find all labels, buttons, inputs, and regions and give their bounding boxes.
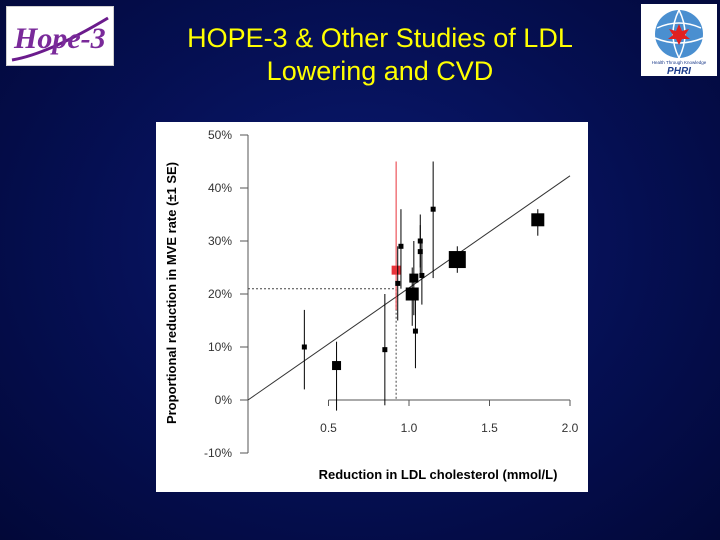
data-point-1: [301, 344, 307, 350]
y-axis-label: Proportional reduction in MVE rate (±1 S…: [164, 162, 179, 424]
data-point-5: [395, 280, 401, 286]
data-point-8: [409, 273, 419, 283]
data-point-15: [531, 213, 545, 227]
data-point-4: [391, 265, 401, 275]
maple-leaf-icon: [668, 24, 690, 45]
y-tick-label: 20%: [208, 287, 232, 301]
data-point-7: [405, 287, 419, 301]
x-tick-label: 1.0: [401, 421, 418, 435]
phri-tagline: Health Through Knowledge: [652, 60, 707, 65]
data-point-13: [430, 206, 436, 212]
hope3-logo-art: Hope-3: [11, 16, 109, 62]
title-line-1: HOPE-3 & Other Studies of LDL: [187, 23, 573, 53]
data-point-6: [398, 243, 404, 249]
x-tick-label: 1.5: [481, 421, 498, 435]
hope3-logo-text: Hope-3: [13, 22, 106, 55]
title-line-2: Lowering and CVD: [266, 56, 494, 86]
x-tick-label: 2.0: [562, 421, 579, 435]
data-point-9: [412, 328, 418, 334]
y-tick-label: 30%: [208, 234, 232, 248]
y-tick-label: -10%: [204, 446, 232, 460]
data-points: [301, 161, 545, 411]
x-tick-label: 0.5: [320, 421, 337, 435]
x-axis-label: Reduction in LDL cholesterol (mmol/L): [319, 467, 558, 482]
chart-figure: -10% 0% 10% 20% 30% 40% 50% 0.5 1.0 1.5 2.0 Propor…: [156, 122, 588, 492]
y-tick-label: 50%: [208, 128, 232, 142]
y-tick-label: 10%: [208, 340, 232, 354]
data-point-12: [419, 272, 425, 278]
data-point-2: [332, 361, 342, 371]
data-point-14: [448, 251, 466, 269]
data-point-3: [382, 347, 388, 353]
y-tick-label: 40%: [208, 181, 232, 195]
scatter-chart: -10% 0% 10% 20% 30% 40% 50% 0.5 1.0 1.5 2.0 Propor…: [164, 128, 579, 482]
chart-axes: -10% 0% 10% 20% 30% 40% 50% 0.5 1.0 1.5 2.0: [204, 128, 579, 460]
phri-logo-text: PHRI: [667, 66, 691, 76]
phri-logo-art: Health Through Knowledge PHRI: [652, 9, 707, 77]
hope3-logo: Hope-3: [6, 6, 114, 66]
data-point-11: [417, 249, 423, 255]
phri-logo: Health Through Knowledge PHRI: [641, 4, 717, 77]
y-tick-label: 0%: [215, 393, 233, 407]
page-title: HOPE-3 & Other Studies of LDL Lowering a…: [120, 22, 640, 88]
